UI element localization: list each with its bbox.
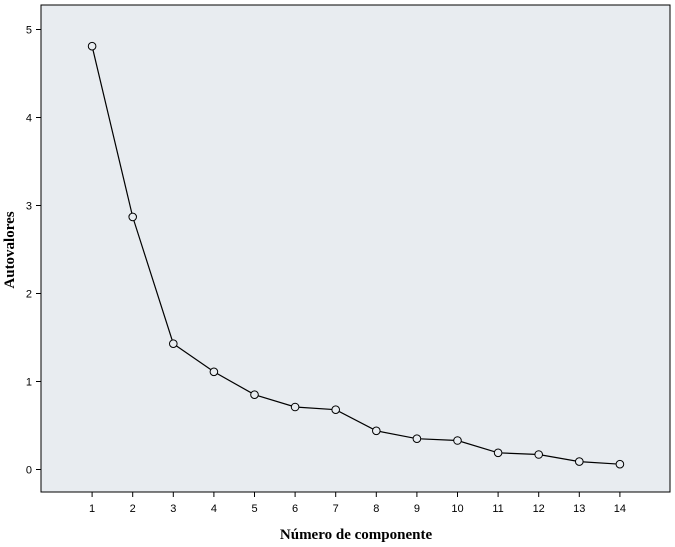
data-point	[412, 434, 422, 444]
data-point	[250, 390, 259, 400]
eigenvalue-points	[87, 41, 625, 469]
data-point	[615, 459, 625, 469]
x-axis-title: Número de componente	[280, 527, 433, 543]
y-tick-label: 3	[26, 201, 32, 213]
y-tick-label: 4	[26, 113, 32, 125]
y-axis-title: Autovalores	[2, 211, 18, 288]
x-tick-label: 11	[492, 503, 503, 515]
x-tick-label: 5	[251, 503, 257, 515]
x-tick-label: 1	[89, 503, 95, 515]
data-point	[453, 436, 462, 445]
y-tick-label: 1	[26, 377, 32, 389]
eigenvalue-line	[91, 46, 620, 465]
data-point	[209, 367, 219, 377]
x-tick-label: 10	[451, 503, 463, 515]
y-tick-label: 0	[26, 465, 32, 477]
data-point	[87, 41, 97, 51]
x-tick-label: 9	[414, 503, 420, 515]
y-tick-label: 2	[26, 289, 32, 301]
data-point	[331, 405, 341, 415]
data-point	[575, 457, 584, 466]
x-axis: 1 2 3 4 5 6 7 8 9 10 11 12 13 14	[89, 492, 626, 515]
y-axis: 0 1 2 3 4 5	[26, 25, 41, 477]
plot-area	[40, 4, 671, 493]
data-point	[534, 450, 544, 459]
x-tick-label: 4	[211, 503, 217, 515]
x-tick-label: 12	[533, 503, 545, 515]
data-point	[372, 426, 381, 436]
x-tick-label: 3	[170, 503, 176, 515]
x-tick-label: 2	[130, 503, 136, 515]
data-point	[290, 402, 300, 412]
x-tick-label: 7	[333, 503, 339, 515]
data-point	[493, 448, 503, 458]
data-point	[128, 212, 137, 222]
data-point	[169, 339, 178, 349]
x-tick-label: 14	[614, 503, 626, 515]
y-tick-label: 5	[26, 25, 32, 37]
x-tick-label: 6	[292, 503, 298, 515]
x-tick-label: 8	[373, 503, 379, 515]
x-tick-label: 13	[573, 503, 585, 515]
